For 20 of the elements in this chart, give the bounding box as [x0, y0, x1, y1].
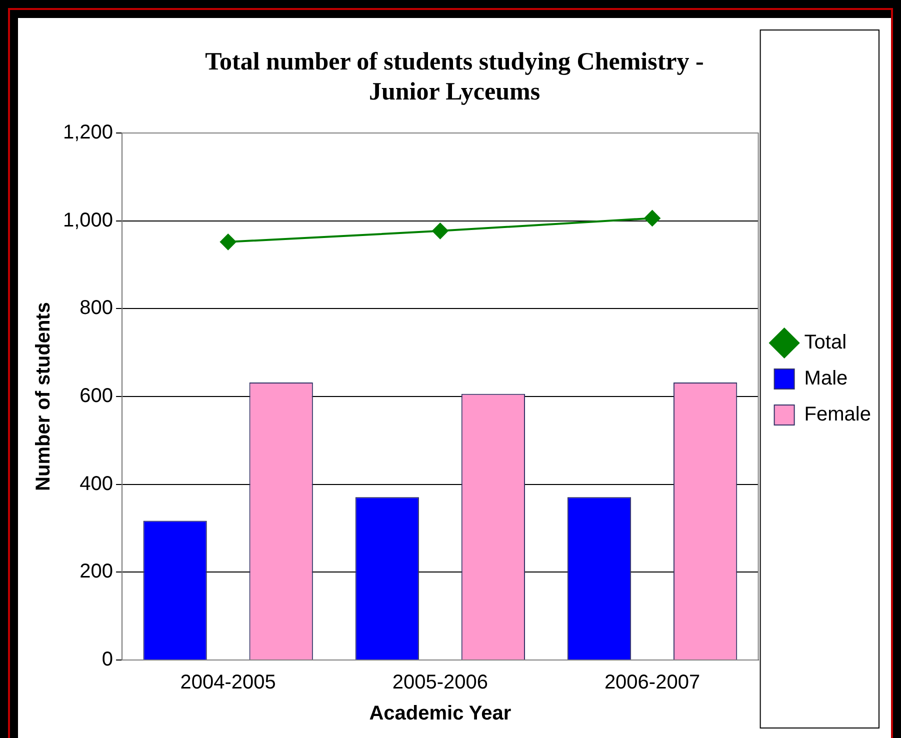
- legend-label: Total: [804, 332, 847, 354]
- x-tick-label: 2006-2007: [604, 672, 700, 694]
- y-tick-label: 600: [80, 385, 114, 408]
- x-axis-title: Academic Year: [369, 702, 512, 725]
- y-tick-label: 1,200: [62, 122, 114, 144]
- y-tick-label: 800: [80, 297, 114, 320]
- point: [220, 234, 236, 250]
- legend-label: Female: [804, 404, 872, 426]
- x-tick-label: 2004-2005: [180, 672, 276, 694]
- point: [644, 210, 660, 226]
- y-tick-label: 0: [102, 648, 114, 671]
- point: [432, 222, 448, 239]
- x-tick-label: 2005-2006: [392, 672, 488, 694]
- text: Junior Lyceums: [368, 78, 540, 106]
- y-tick-label: 1,000: [62, 209, 114, 232]
- legend-label: Male: [804, 368, 848, 390]
- y-tick-label: 400: [80, 472, 114, 495]
- y-tick-label: 200: [80, 560, 114, 583]
- text: Total number of students studying Chemistry -: [205, 48, 704, 76]
- y-axis-title: Number of students: [32, 302, 55, 491]
